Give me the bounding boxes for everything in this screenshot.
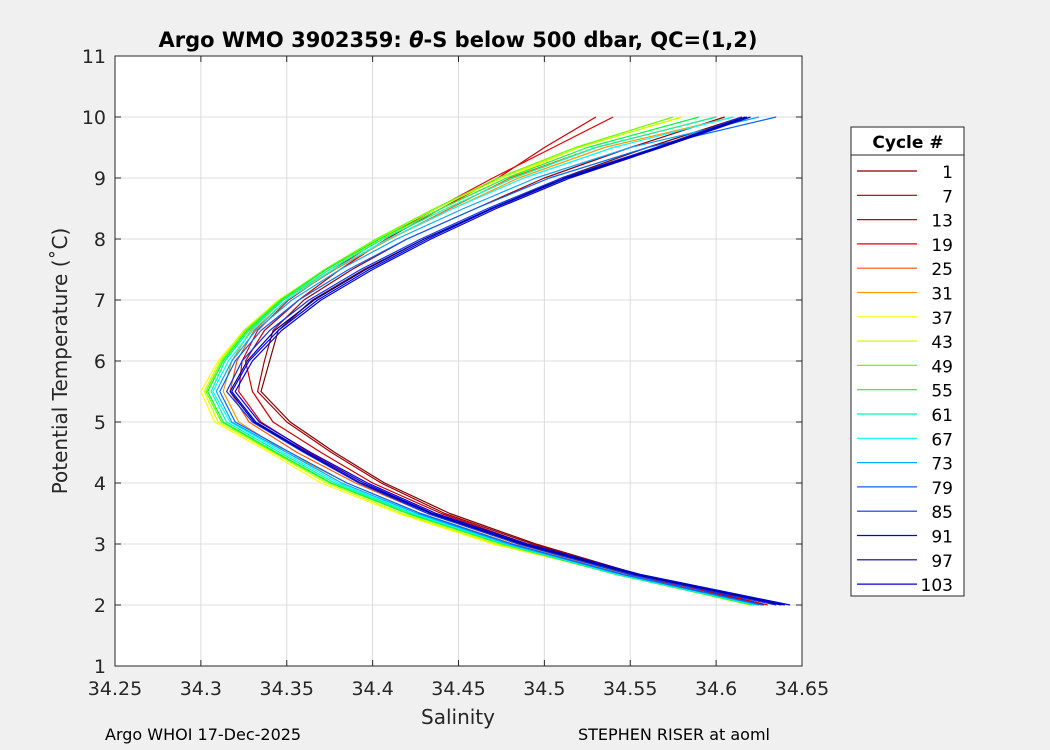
series-lines (200, 116, 791, 606)
y-tick-label: 8 (94, 229, 106, 251)
x-tick-label: 34.4 (351, 678, 393, 700)
legend-label: 37 (931, 309, 953, 329)
y-tick-label: 10 (82, 107, 106, 129)
legend-label: 31 (931, 285, 953, 305)
legend-label: 7 (942, 187, 953, 207)
x-tick-label: 34.25 (88, 678, 142, 700)
legend-label: 43 (931, 333, 953, 353)
x-tick-label: 34.45 (431, 678, 485, 700)
series-line-cycle-85 (226, 116, 777, 606)
x-tick-label: 34.3 (180, 678, 222, 700)
legend-label: 91 (931, 528, 953, 548)
series-line-cycle-67 (212, 116, 758, 606)
legend-label: 61 (931, 406, 953, 426)
x-tick-label: 34.6 (695, 678, 737, 700)
y-axis-label: Potential Temperature (˚C) (48, 228, 72, 495)
y-tick-label: 5 (94, 412, 106, 434)
legend-label: 85 (931, 503, 953, 523)
legend-label: 73 (931, 455, 953, 475)
footer-left-credit: Argo WHOI 17-Dec-2025 (105, 725, 302, 744)
y-tick-label: 7 (94, 290, 106, 312)
series-line-cycle-79 (219, 116, 777, 606)
legend-box (850, 126, 965, 597)
legend-label: 49 (931, 357, 953, 377)
legend-title: Cycle # (872, 133, 943, 153)
legend-label: 1 (942, 163, 953, 183)
series-line-cycle-55 (207, 116, 755, 606)
footer-right-credit: STEPHEN RISER at aoml (578, 725, 770, 744)
y-tick-label: 1 (94, 656, 106, 678)
y-tick-label: 3 (94, 534, 106, 556)
series-line-cycle-103 (234, 116, 791, 606)
legend-label: 19 (931, 236, 953, 256)
y-tick-label: 9 (94, 168, 106, 190)
legend-label: 67 (931, 430, 953, 450)
y-tick-label: 6 (94, 351, 106, 373)
series-line-cycle-73 (215, 116, 760, 606)
series-line-cycle-97 (229, 116, 782, 606)
series-line-cycle-13 (244, 116, 768, 606)
x-tick-label: 34.65 (775, 678, 829, 700)
y-tick-label: 2 (94, 595, 106, 617)
series-line-cycle-7 (257, 116, 765, 606)
x-tick-label: 34.55 (603, 678, 657, 700)
x-axis-label: Salinity (421, 705, 495, 729)
legend: Cycle # 1 7 13 19 25 31 37 43 49 55 61 67 73 79 85 91 97… (850, 126, 965, 597)
legend-label: 97 (931, 552, 953, 572)
y-tick-label: 4 (94, 473, 106, 495)
legend-label: 55 (931, 382, 953, 402)
legend-label: 13 (931, 212, 953, 232)
legend-label: 25 (931, 260, 953, 280)
series-line-cycle-43 (203, 116, 751, 606)
grid (114, 55, 803, 667)
x-tick-label: 34.35 (260, 678, 314, 700)
axis-ticks: 34.25 34.3 34.35 34.4 34.45 34.5 34.55 34.6 34.6… (82, 46, 829, 700)
legend-label: 79 (931, 479, 953, 499)
x-tick-label: 34.5 (523, 678, 565, 700)
chart-title: Argo WMO 3902359: θ-S below 500 dbar, QC… (158, 28, 757, 52)
y-tick-label: 11 (82, 46, 106, 68)
legend-label: 103 (921, 576, 953, 596)
